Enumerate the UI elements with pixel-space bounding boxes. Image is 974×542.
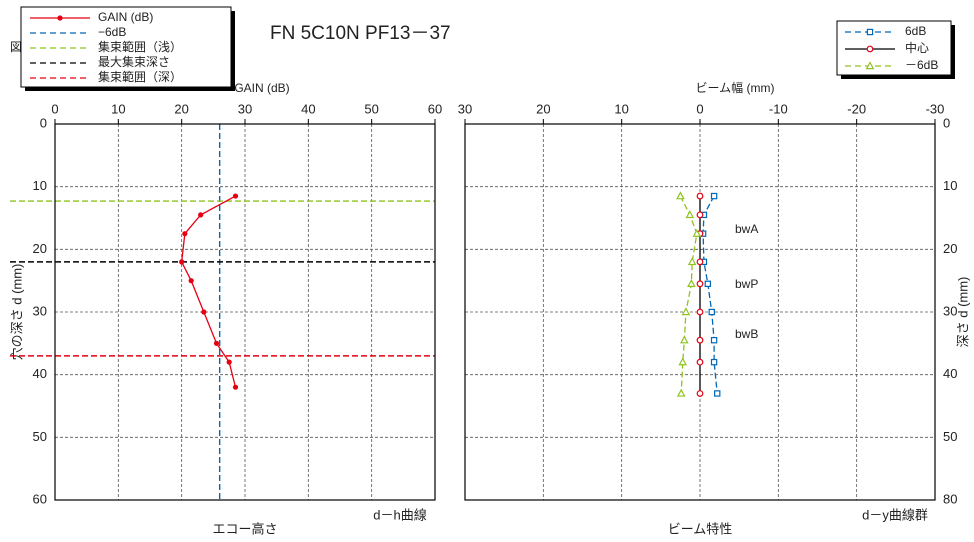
point	[687, 279, 696, 287]
x-axis-label: ビーム幅 (mm)	[696, 80, 775, 95]
legend-label: －6dB	[905, 58, 938, 72]
legend-marker	[866, 28, 874, 36]
x-tick-label: -30	[926, 101, 945, 116]
annotation: bwP	[735, 277, 758, 291]
x-tick-label: 0	[51, 101, 58, 116]
y-tick-label: 10	[943, 178, 957, 193]
y-tick-label: 0	[40, 115, 47, 130]
x-tick-label: 10	[111, 101, 125, 116]
x-tick-label: 0	[696, 101, 703, 116]
point	[696, 308, 704, 316]
x-tick-label: 40	[301, 101, 315, 116]
y-tick-label: 20	[33, 241, 47, 256]
x-tick-label: -20	[847, 101, 866, 116]
y-tick-label: 40	[33, 366, 47, 381]
point	[696, 280, 704, 288]
corner-label: d－h曲線	[373, 507, 426, 522]
point	[188, 278, 194, 284]
caption: エコー高さ	[212, 521, 277, 536]
x-tick-label: 20	[174, 101, 188, 116]
legend-marker	[57, 15, 63, 21]
point	[710, 358, 718, 366]
point	[676, 191, 685, 200]
figure-title: FN 5C10N PF13－37	[270, 23, 451, 44]
point	[696, 390, 704, 397]
x-tick-label: -10	[769, 101, 788, 116]
y-tick-label: 50	[33, 429, 47, 444]
y-tick-label: 30	[943, 303, 957, 318]
corner-label: d－y曲線群	[862, 507, 928, 522]
point	[232, 193, 239, 199]
legend-label: GAIN (dB)	[98, 10, 153, 24]
legend-label: 6dB	[905, 24, 926, 38]
y-tick-label: 40	[943, 366, 957, 381]
x-tick-label: 60	[428, 101, 442, 116]
y-tick-label: 50	[943, 429, 957, 444]
y-tick-label: 80	[943, 491, 957, 506]
point	[708, 308, 715, 316]
x-tick-label: 50	[364, 101, 378, 116]
point	[696, 258, 704, 266]
y-axis-label: 深さ d (mm)	[955, 277, 970, 348]
point	[704, 280, 712, 288]
legend-label: −6dB	[98, 25, 126, 39]
legend-marker	[866, 45, 874, 53]
x-tick-label: 20	[536, 101, 550, 116]
point	[198, 212, 204, 218]
x-tick-label: 10	[614, 101, 628, 116]
y-tick-label: 10	[33, 178, 47, 193]
y-tick-label: 0	[943, 115, 950, 130]
point	[714, 390, 721, 397]
point	[681, 307, 691, 316]
point	[676, 388, 686, 397]
plot-frame	[464, 123, 936, 501]
legend-label: 中心	[905, 40, 929, 55]
caption: ビーム特性	[668, 521, 733, 536]
annotation: bwB	[735, 327, 758, 341]
legend-label: 最大集束深さ	[98, 54, 170, 69]
legend-box	[20, 6, 232, 88]
point	[678, 357, 688, 366]
point	[179, 259, 185, 265]
point	[182, 231, 188, 237]
plot-frame	[54, 123, 436, 501]
y-tick-label: 20	[943, 241, 957, 256]
point	[696, 211, 704, 219]
x-tick-label: 30	[238, 101, 252, 116]
point	[710, 192, 718, 200]
legend-label: 集束範囲（浅）	[98, 39, 182, 54]
x-tick-label: 30	[458, 101, 472, 116]
point	[710, 337, 718, 344]
y-axis-label: 穴の深さ d (mm)	[9, 264, 24, 361]
point	[213, 340, 220, 346]
point	[696, 358, 704, 366]
legend-marker	[865, 61, 875, 70]
point	[696, 336, 704, 344]
point	[226, 359, 232, 365]
point	[201, 309, 207, 315]
y-tick-label: 60	[33, 491, 47, 506]
point	[232, 384, 239, 390]
x-axis-label: GAIN (dB)	[234, 81, 289, 95]
point	[692, 228, 702, 237]
point	[696, 192, 704, 200]
y-tick-label: 30	[33, 303, 47, 318]
legend-label: 集束範囲（深）	[98, 69, 182, 84]
annotation: bwA	[735, 222, 758, 236]
point	[687, 257, 697, 266]
point	[680, 335, 689, 344]
point	[685, 210, 695, 219]
